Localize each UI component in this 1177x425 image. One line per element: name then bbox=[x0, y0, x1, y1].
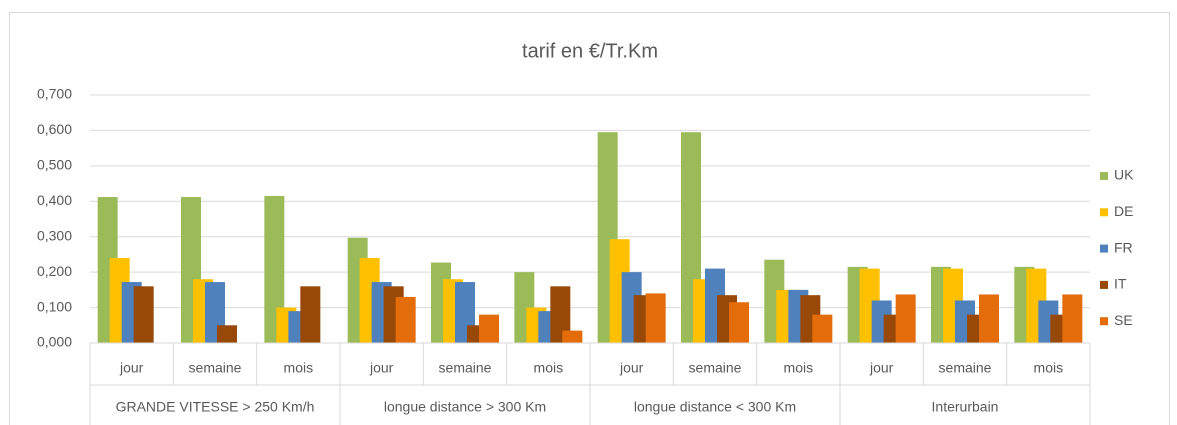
bar bbox=[550, 286, 571, 343]
y-tick-label: 0,700 bbox=[37, 86, 72, 102]
y-tick-label: 0,200 bbox=[37, 263, 72, 279]
group-label: longue distance > 300 Km bbox=[384, 399, 546, 415]
group-label: longue distance < 300 Km bbox=[634, 399, 796, 415]
legend-label: FR bbox=[1114, 239, 1133, 255]
bar bbox=[217, 325, 237, 343]
x-tick-label: semaine bbox=[189, 360, 242, 376]
bar bbox=[264, 195, 285, 343]
legend-label: IT bbox=[1114, 276, 1127, 292]
legend-swatch bbox=[1100, 317, 1108, 326]
x-tick-label: mois bbox=[1034, 360, 1064, 376]
bar bbox=[645, 293, 666, 343]
bar bbox=[479, 314, 499, 343]
x-tick-label: jour bbox=[369, 360, 394, 376]
x-tick-label: semaine bbox=[939, 360, 992, 376]
bar bbox=[133, 286, 154, 343]
x-tick-label: jour bbox=[619, 360, 644, 376]
y-tick-label: 0,600 bbox=[37, 121, 72, 137]
legend-swatch bbox=[1100, 208, 1108, 217]
x-tick-label: jour bbox=[869, 360, 894, 376]
legend-label: SE bbox=[1114, 312, 1133, 328]
y-tick-label: 0,000 bbox=[37, 334, 72, 350]
x-tick-label: semaine bbox=[439, 360, 492, 376]
y-tick-label: 0,500 bbox=[37, 157, 72, 173]
legend-label: DE bbox=[1114, 203, 1133, 219]
x-tick-label: mois bbox=[534, 360, 564, 376]
bar bbox=[1062, 294, 1083, 343]
x-tick-label: semaine bbox=[689, 360, 742, 376]
bar bbox=[562, 330, 583, 343]
group-label: Interurbain bbox=[932, 399, 999, 415]
legend-swatch bbox=[1100, 280, 1108, 289]
bar bbox=[979, 294, 999, 343]
bar bbox=[729, 302, 749, 343]
bar bbox=[300, 286, 321, 343]
bar bbox=[395, 296, 416, 343]
chart-title: tarif en €/Tr.Km bbox=[522, 40, 658, 62]
y-tick-label: 0,300 bbox=[37, 227, 72, 243]
legend-label: UK bbox=[1114, 167, 1134, 183]
x-tick-label: mois bbox=[784, 360, 814, 376]
bar bbox=[895, 294, 916, 343]
bar bbox=[812, 314, 833, 343]
x-tick-label: jour bbox=[119, 360, 144, 376]
x-tick-label: mois bbox=[284, 360, 314, 376]
y-tick-label: 0,400 bbox=[37, 192, 72, 208]
legend-swatch bbox=[1100, 244, 1108, 253]
legend-swatch bbox=[1100, 172, 1108, 180]
y-tick-label: 0,100 bbox=[37, 298, 72, 314]
group-label: GRANDE VITESSE > 250 Km/h bbox=[116, 399, 315, 415]
